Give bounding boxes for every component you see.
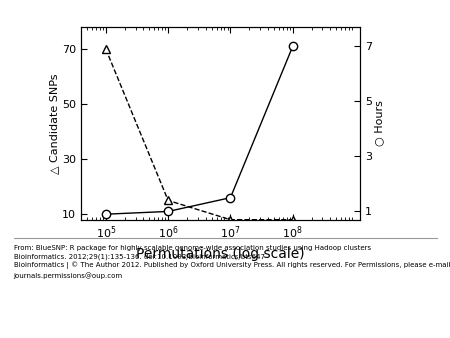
Text: From: BlueSNP: R package for highly scalable genome-wide association studies usi: From: BlueSNP: R package for highly scal… xyxy=(14,245,450,279)
Y-axis label: ○ Hours: ○ Hours xyxy=(375,100,385,146)
X-axis label: Permutations (log scale): Permutations (log scale) xyxy=(136,247,305,261)
Y-axis label: △ Candidate SNPs: △ Candidate SNPs xyxy=(49,73,59,174)
